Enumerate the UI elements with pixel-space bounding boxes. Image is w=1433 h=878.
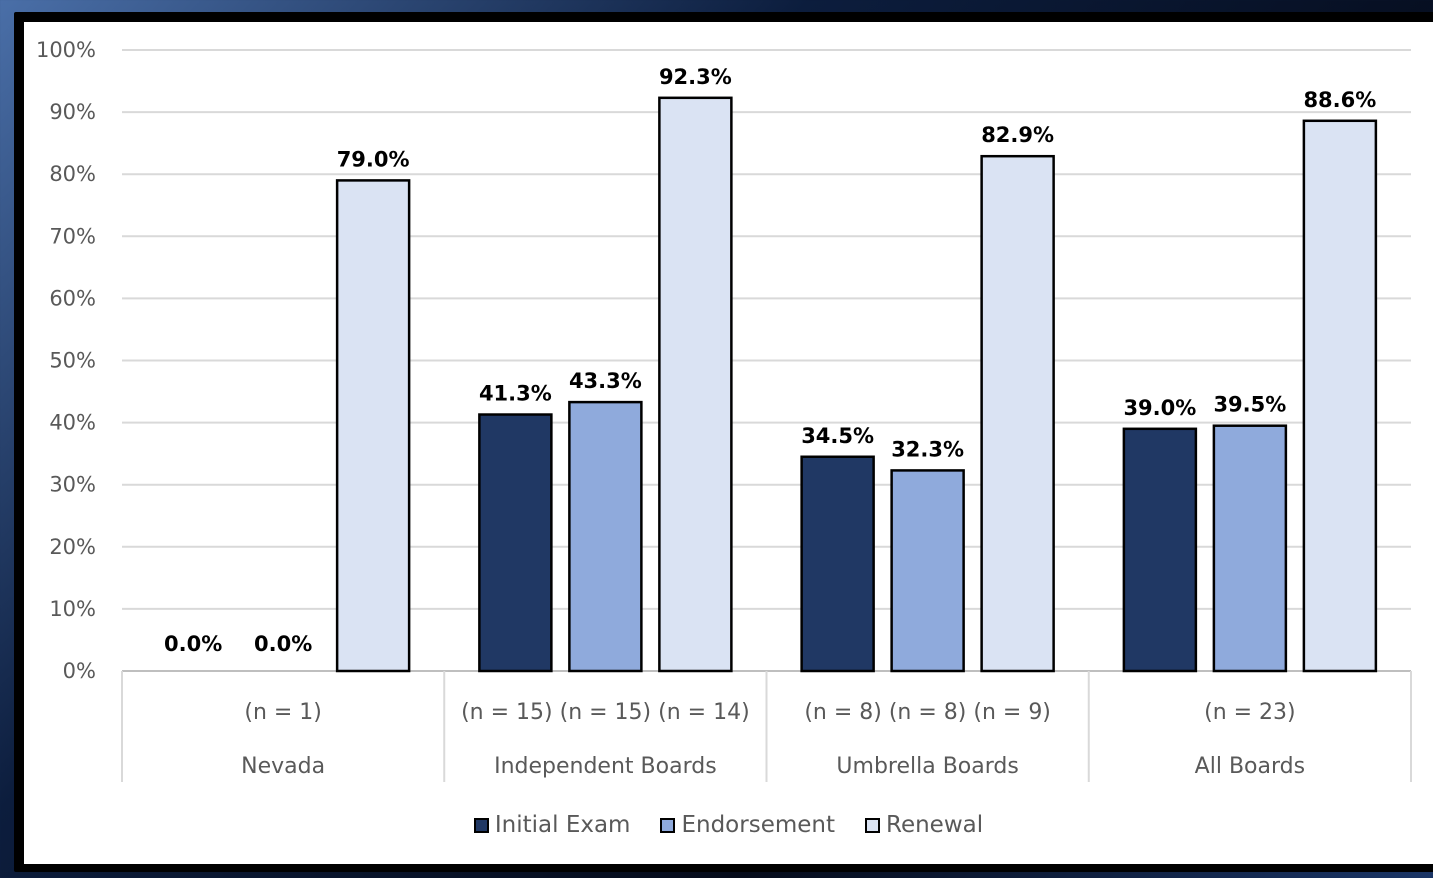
bar [980, 154, 1055, 673]
y-tick-label: 40% [49, 411, 96, 435]
legend: Initial Exam Endorsement Renewal [24, 812, 1433, 838]
legend-label-renewal: Renewal [886, 812, 984, 838]
bar [568, 400, 643, 673]
category-n-label: (n = 15) (n = 15) (n = 14) [461, 700, 750, 725]
y-tick-label: 10% [49, 597, 96, 621]
data-label: 0.0% [254, 632, 312, 656]
data-label: 39.5% [1213, 393, 1286, 417]
legend-item-initial-exam: Initial Exam [473, 812, 631, 838]
category-n-label: (n = 23) [1204, 700, 1296, 725]
bar [478, 413, 553, 673]
category-n-label: (n = 1) [244, 700, 322, 725]
bar [1122, 427, 1198, 673]
y-tick-label: 0% [63, 659, 96, 683]
bar [800, 455, 875, 673]
y-tick-label: 80% [49, 162, 96, 186]
data-label: 41.3% [479, 382, 552, 406]
category-label: Independent Boards [494, 754, 717, 779]
data-label: 79.0% [337, 147, 410, 171]
data-label: 43.3% [569, 369, 642, 393]
legend-swatch-renewal [865, 817, 880, 833]
bar [658, 96, 733, 673]
bar [1302, 119, 1378, 673]
data-label: 34.5% [801, 424, 874, 448]
data-label: 82.9% [981, 123, 1054, 147]
category-label: Umbrella Boards [836, 754, 1018, 779]
y-tick-label: 70% [49, 224, 96, 248]
y-tick-label: 30% [49, 473, 96, 497]
data-label: 92.3% [659, 65, 732, 89]
legend-label-endorsement: Endorsement [681, 812, 835, 838]
data-label: 88.6% [1303, 88, 1376, 112]
data-label: 39.0% [1123, 396, 1196, 420]
bar [890, 469, 965, 673]
legend-item-endorsement: Endorsement [660, 812, 835, 838]
y-tick-label: 20% [49, 535, 96, 559]
y-tick-label: 90% [49, 100, 96, 124]
category-label: All Boards [1195, 754, 1305, 779]
chart-panel: 0% 10% 20% 30% 40% 50% 60% 70% 80% 90% 100% 0.0% 0.0… [24, 22, 1433, 864]
legend-swatch-endorsement [660, 817, 676, 833]
bar-chart: 0% 10% 20% 30% 40% 50% 60% 70% 80% 90% 100% 0.0% 0.0… [36, 38, 1412, 782]
legend-swatch-initial-exam [473, 817, 489, 833]
bar [1212, 424, 1288, 673]
y-tick-label: 100% [36, 38, 96, 62]
data-label: 32.3% [891, 437, 964, 461]
data-label: 0.0% [164, 632, 222, 656]
y-tick-label: 50% [49, 349, 96, 373]
category-n-label: (n = 8) (n = 8) (n = 9) [804, 700, 1051, 725]
category-label: Nevada [241, 754, 325, 779]
y-tick-label: 60% [49, 286, 96, 310]
bar [335, 179, 411, 673]
legend-item-renewal: Renewal [865, 812, 983, 838]
legend-label-initial-exam: Initial Exam [494, 812, 631, 838]
